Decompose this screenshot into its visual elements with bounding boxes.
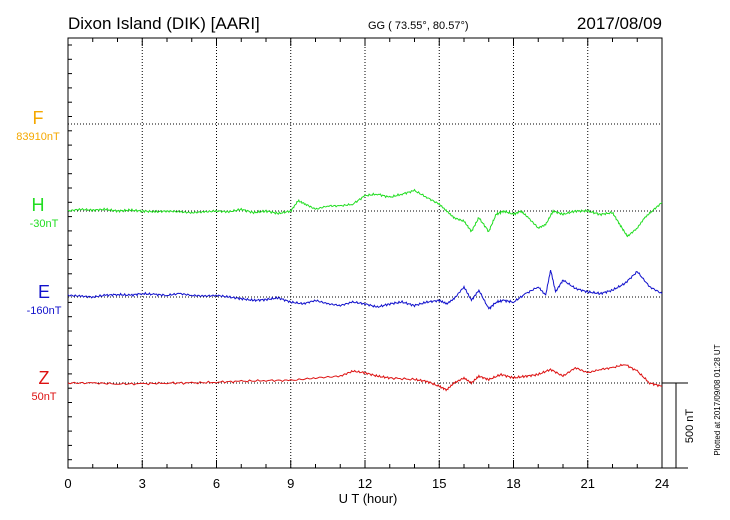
- series-lines: [67, 188, 663, 392]
- scale-bar: 500 nT: [662, 382, 696, 469]
- x-tick-label: 9: [287, 476, 294, 491]
- plotted-timestamp: Plotted at 2017/09/08 01:28 UT: [713, 344, 722, 455]
- baseline-label-H: -30nT: [30, 218, 59, 230]
- baseline-label-E: -160nT: [27, 305, 62, 317]
- grid-lines: [68, 38, 662, 468]
- x-tick-label: 0: [64, 476, 71, 491]
- series-label-H: H: [32, 195, 45, 215]
- series-label-Z: Z: [39, 368, 50, 388]
- baseline-label-Z: 50nT: [31, 391, 56, 403]
- x-tick-label: 3: [139, 476, 146, 491]
- scale-bar-label: 500 nT: [684, 409, 696, 444]
- x-tick-label: 6: [213, 476, 220, 491]
- series-line-Z: [67, 363, 663, 392]
- x-tick-label: 21: [581, 476, 595, 491]
- baseline-label-F: 83910nT: [16, 131, 60, 143]
- x-tick-label: 12: [358, 476, 372, 491]
- x-tick-label: 24: [655, 476, 669, 491]
- x-tick-label: 18: [506, 476, 520, 491]
- series-label-E: E: [38, 282, 50, 302]
- date-label: 2017/08/09: [577, 14, 662, 33]
- plot-frame: [67, 37, 663, 469]
- x-tick-label: 15: [432, 476, 446, 491]
- series-label-F: F: [33, 108, 44, 128]
- series-line-E: [67, 269, 663, 310]
- x-axis-label: U T (hour): [339, 491, 398, 506]
- x-axis-ticks: 0 3 6 9 12 15 18 21 24: [64, 38, 669, 491]
- station-title: Dixon Island (DIK) [AARI]: [68, 14, 260, 33]
- series-line-H: [67, 188, 663, 238]
- coordinates-label: GG ( 73.55°, 80.57°): [368, 20, 469, 32]
